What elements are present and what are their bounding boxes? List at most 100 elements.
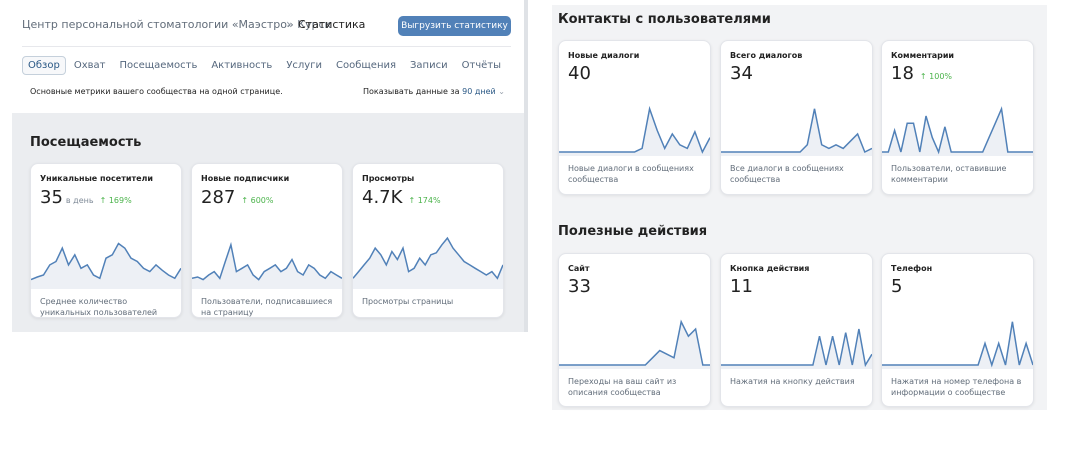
change: ↑ 100% — [920, 72, 952, 81]
card-title: Комментарии — [891, 51, 955, 60]
card-title: Новые диалоги — [568, 51, 640, 60]
change: ↑ 174% — [408, 196, 440, 205]
metric-card: Новые диалоги 40 Новые диалоги в сообщения… — [558, 40, 711, 195]
sparkline-line — [721, 108, 872, 154]
arrow-up-icon: ↑ — [919, 72, 930, 81]
metric-card: Комментарии 18 ↑ 100% Пользователи, оставив… — [881, 40, 1034, 195]
value: 35 — [40, 187, 63, 208]
card-caption: Переходы на ваш сайт из описания сообщес… — [568, 374, 702, 398]
sparkline-line — [353, 236, 503, 280]
sparkline-line — [192, 241, 342, 281]
sparkline-line — [559, 105, 710, 154]
sparkline-line — [559, 319, 710, 366]
card-value: 18 ↑ 100% — [891, 63, 952, 84]
tab[interactable]: Записи — [410, 60, 448, 71]
value-unit: в день — [65, 196, 94, 205]
metric-card: Кнопка действия 11 Нажатия на кнопку дейст… — [720, 253, 873, 407]
arrow-up-icon: ↑ — [408, 196, 418, 205]
sparkline-area — [353, 238, 503, 289]
sparkline — [31, 242, 181, 289]
change-value: 600% — [250, 196, 274, 205]
chevron-icon: › — [286, 17, 291, 31]
card-caption: Нажатия на кнопку действия — [730, 374, 864, 387]
card-title: Новые подписчики — [201, 174, 290, 183]
card-title: Уникальные посетители — [40, 174, 153, 183]
card-caption: Пользователи, оставившие комментарии — [891, 161, 1025, 185]
section-title: Посещаемость — [30, 135, 142, 150]
tab[interactable]: Отчёты — [461, 60, 502, 71]
breadcrumb-current: Статистика — [298, 18, 366, 31]
sparkline-area — [559, 321, 710, 369]
metric-card: Сайт 33 Переходы на ваш сайт из описания с… — [558, 253, 711, 407]
tabs: Обзор Охват Посещаемость Активность Услуги Со… — [22, 56, 507, 75]
value: 40 — [568, 63, 591, 84]
breadcrumb[interactable]: Центр персональной стоматологии «Маэстро… — [22, 18, 332, 31]
tab[interactable]: Обзор — [22, 56, 66, 75]
sparkline — [353, 236, 503, 289]
tab[interactable]: Услуги — [286, 60, 322, 71]
metric-card: Всего диалогов 34 Все диалоги в сообщениях… — [720, 40, 873, 195]
sparkline — [721, 108, 872, 156]
value: 11 — [730, 276, 753, 297]
scrollbar — [524, 0, 528, 332]
card-value: 40 — [568, 63, 591, 84]
card-caption: Новые диалоги в сообщениях сообщества — [568, 161, 702, 185]
sparkline-area — [192, 244, 342, 289]
card-value: 35 в день ↑ 169% — [40, 187, 132, 208]
description: Основные метрики вашего сообщества на од… — [30, 87, 283, 96]
card-value: 4.7K ↑ 174% — [362, 187, 441, 208]
change-value: 174% — [417, 196, 441, 205]
tab[interactable]: Активность — [211, 60, 273, 71]
card-value: 33 — [568, 276, 591, 297]
sparkline — [559, 105, 710, 156]
sparkline-area — [721, 108, 872, 156]
period-value: 90 дней — [462, 87, 496, 96]
change: ↑ 169% — [100, 196, 132, 205]
sparkline-line — [721, 328, 872, 368]
value: 18 — [891, 63, 914, 84]
sparkline-area — [559, 108, 710, 156]
card-value: 5 — [891, 276, 902, 297]
sparkline-area — [31, 243, 181, 289]
arrow-up-icon: ↑ — [99, 196, 109, 205]
arrow-up-icon: ↑ — [241, 196, 251, 205]
sparkline — [559, 319, 710, 369]
value: 34 — [730, 63, 753, 84]
card-caption: Пользователи, подписавшиеся на страницу — [201, 294, 334, 317]
card-title: Сайт — [568, 264, 590, 273]
value: 33 — [568, 276, 591, 297]
card-title: Просмотры — [362, 174, 415, 183]
card-value: 287 ↑ 600% — [201, 187, 273, 208]
export-button[interactable]: Выгрузить статистику — [398, 16, 511, 36]
separator — [22, 46, 511, 47]
sparkline-area — [882, 321, 1033, 369]
value: 4.7K — [362, 187, 403, 208]
metric-card: Просмотры 4.7K ↑ 174% Просмотры страницы — [352, 163, 504, 318]
card-caption: Среднее количество уникальных пользовате… — [40, 294, 173, 317]
sparkline-line — [882, 321, 1033, 368]
metric-card: Уникальные посетители 35 в день ↑ 169% Средн… — [30, 163, 182, 318]
value: 5 — [891, 276, 903, 297]
sparkline — [882, 106, 1033, 156]
metric-card: Новые подписчики 287 ↑ 600% Пользователи, п… — [191, 163, 343, 318]
sparkline-area — [882, 108, 1033, 156]
card-title: Телефон — [891, 264, 933, 273]
tab[interactable]: Сообщения — [335, 60, 396, 71]
change-value: 100% — [929, 72, 953, 81]
change-value: 169% — [108, 196, 132, 205]
tab[interactable]: Охват — [73, 60, 106, 71]
card-value: 34 — [730, 63, 753, 84]
tab[interactable]: Посещаемость — [119, 60, 198, 71]
card-caption: Все диалоги в сообщениях сообщества — [730, 161, 864, 185]
sparkline — [721, 328, 872, 369]
metric-card: Телефон 5 Нажатия на номер телефона в инфо… — [881, 253, 1034, 407]
sparkline-area — [721, 329, 872, 369]
period-label: Показывать данные за — [363, 87, 460, 96]
change: ↑ 600% — [241, 196, 273, 205]
sparkline-line — [882, 106, 1033, 155]
period-select[interactable]: Показывать данные за 90 дней ⌄ — [363, 87, 505, 96]
card-caption: Нажатия на номер телефона в информации о… — [891, 374, 1025, 398]
dropdown-icon: ⌄ — [498, 87, 505, 96]
card-caption: Просмотры страницы — [362, 294, 495, 307]
